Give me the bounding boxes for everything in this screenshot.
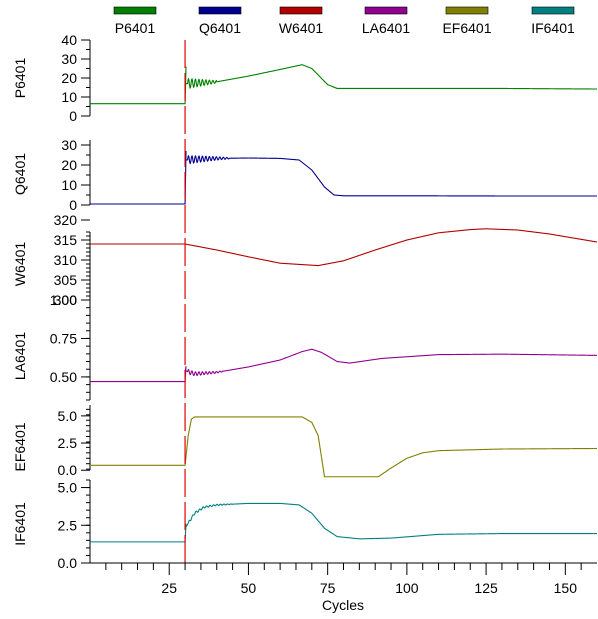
legend-swatch: [531, 6, 575, 15]
legend-swatch: [445, 6, 489, 15]
legend-swatch: [364, 6, 408, 15]
y-axis-labels: P6401 Q6401 W6401 LA6401 EF6401 IF6401: [12, 58, 28, 546]
panel-w6401: 300 305 310 315 320: [54, 212, 598, 308]
y-tick-label: 30: [61, 51, 77, 67]
legend-label: EF6401: [442, 20, 491, 36]
y-tick-label: 320: [54, 212, 78, 228]
y-tick-label: 310: [54, 252, 78, 268]
y-tick-label: 40: [61, 32, 77, 48]
legend-label: W6401: [279, 20, 324, 36]
y-axis-label-ef6401: EF6401: [12, 422, 28, 471]
y-tick-label: 0.50: [50, 369, 77, 385]
legend-item-q6401: Q6401: [198, 6, 242, 36]
x-tick-label: 100: [395, 580, 419, 596]
series-line-w6401: [90, 228, 598, 267]
legend-item-if6401: IF6401: [531, 6, 575, 36]
panel-la6401: 0.50 0.75 1.00: [50, 292, 597, 401]
legend: P6401 Q6401 W6401 LA6401 EF6401 IF6401: [113, 6, 575, 36]
legend-label: IF6401: [531, 20, 575, 36]
y-axis-label-if6401: IF6401: [12, 502, 28, 546]
series-line-q6401: [90, 150, 597, 205]
series-line-la6401: [90, 348, 597, 383]
legend-label: LA6401: [362, 20, 410, 36]
plot-panels: 0 10 20 30 40 0 10 20 30 300 305 310 315 320 0.50 0.75 1…: [50, 32, 598, 571]
x-tick-label: 50: [241, 580, 257, 596]
y-tick-label: 30: [61, 137, 77, 153]
y-tick-label: 0: [69, 108, 77, 124]
y-tick-label: 0.0: [58, 462, 78, 478]
y-tick-label: 0: [69, 197, 77, 213]
y-axis-label-q6401: Q6401: [12, 153, 28, 195]
panel-if6401: 0.0 2.5 5.0: [58, 479, 597, 571]
legend-swatch: [279, 6, 323, 15]
y-tick-label: 2.5: [58, 517, 78, 533]
y-tick-label: 315: [54, 232, 78, 248]
y-tick-label: 5.0: [58, 480, 78, 496]
y-tick-label: 20: [61, 70, 77, 86]
y-axis-label-p6401: P6401: [12, 58, 28, 99]
y-tick-label: 1.00: [50, 292, 77, 308]
series-line-ef6401: [90, 416, 597, 478]
x-tick-label: 125: [474, 580, 498, 596]
y-tick-label: 300: [54, 292, 78, 308]
y-tick-label: 0.75: [50, 330, 77, 346]
legend-item-p6401: P6401: [113, 6, 157, 36]
panel-q6401: 0 10 20 30: [61, 137, 597, 213]
y-tick-label: 2.5: [58, 435, 78, 451]
x-axis-label: Cycles: [322, 597, 364, 613]
y-axis-label-w6401: W6401: [12, 242, 28, 287]
y-tick-label: 5.0: [58, 408, 78, 424]
legend-item-la6401: LA6401: [362, 6, 410, 36]
y-tick-label: 10: [61, 177, 77, 193]
y-tick-label: 0.0: [58, 555, 78, 571]
x-axis: 25 50 75 100 125 150: [90, 562, 597, 596]
legend-label: P6401: [115, 20, 156, 36]
legend-swatch: [113, 6, 157, 15]
series-line-if6401: [90, 502, 597, 543]
panel-p6401: 0 10 20 30 40: [61, 32, 597, 124]
y-tick-label: 10: [61, 89, 77, 105]
y-tick-label: 305: [54, 272, 78, 288]
x-tick-label: 25: [161, 580, 177, 596]
x-tick-label: 75: [320, 580, 336, 596]
panel-ef6401: 0.0 2.5 5.0: [58, 405, 597, 478]
series-line-p6401: [90, 64, 597, 105]
y-axis-label-la6401: LA6401: [12, 332, 28, 380]
legend-item-ef6401: EF6401: [442, 6, 492, 36]
legend-item-w6401: W6401: [279, 6, 324, 36]
y-tick-label: 20: [61, 157, 77, 173]
legend-label: Q6401: [199, 20, 241, 36]
x-tick-label: 150: [554, 580, 578, 596]
legend-swatch: [198, 6, 242, 15]
